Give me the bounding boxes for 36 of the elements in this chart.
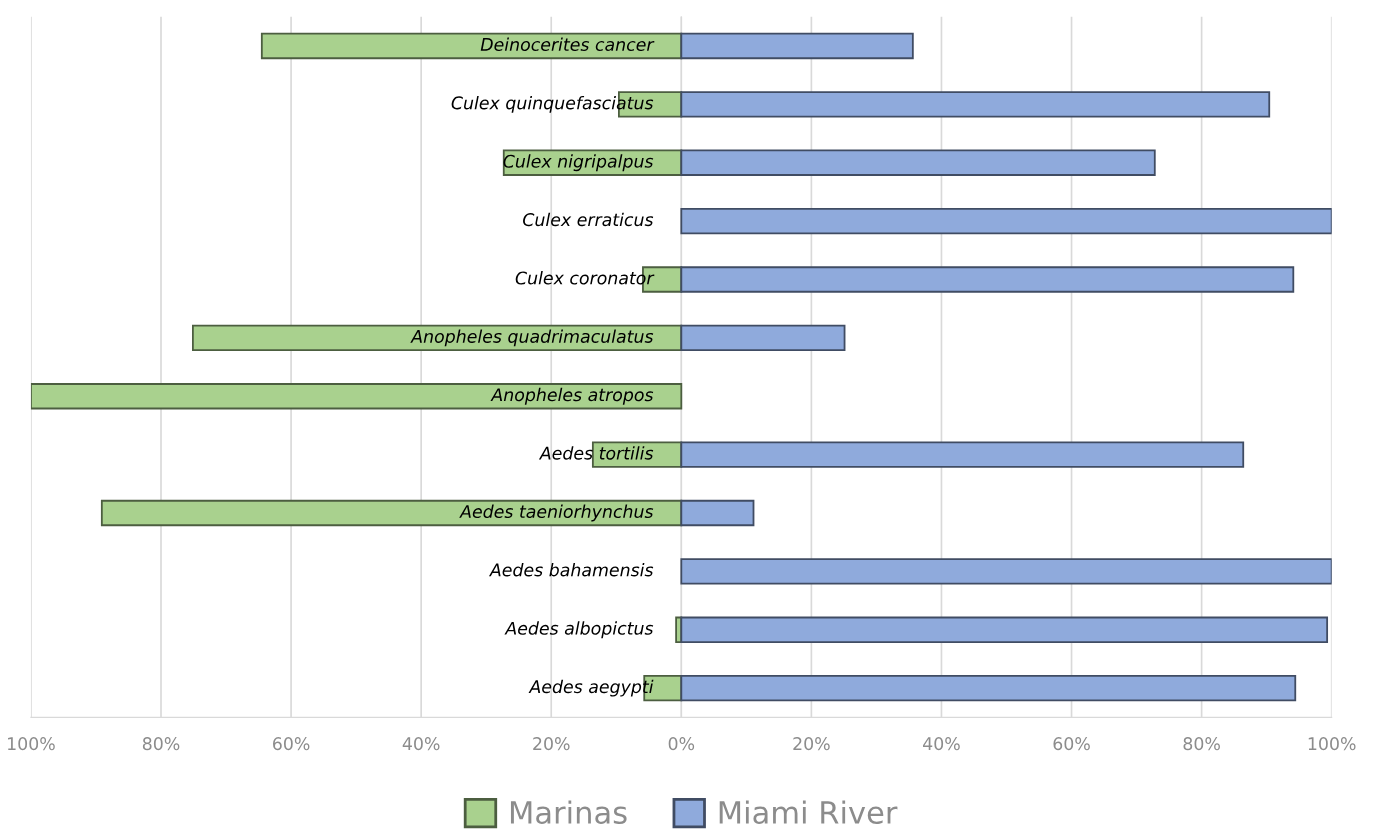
bar: [680, 674, 1297, 702]
x-tick-label: 100%: [8, 737, 55, 751]
x-tick-label: 20%: [533, 737, 570, 751]
x-tick-label: 80%: [142, 737, 180, 751]
y-tick-label: Anopheles atropos: [490, 387, 654, 405]
bar: [100, 499, 683, 527]
bar: [680, 266, 1295, 293]
legend-label: Miami River: [719, 800, 898, 825]
y-tick-label: Aedes taeniorhynchus: [459, 504, 654, 522]
x-tick-label: 60%: [273, 737, 310, 751]
x-tick-label: 60%: [1053, 737, 1090, 751]
bar: [680, 149, 1156, 176]
x-tick-label: 80%: [1183, 737, 1220, 751]
bar: [680, 207, 1332, 235]
y-tick-label: Aedes bahamensis: [488, 562, 654, 577]
bar: [680, 499, 755, 527]
bar: [591, 441, 683, 468]
bar: [30, 383, 683, 410]
bar: [260, 32, 683, 60]
x-tick-label: 0%: [668, 737, 695, 751]
x-tick-label: 20%: [793, 737, 830, 751]
bar: [680, 91, 1271, 118]
x-tick-label: 40%: [402, 737, 440, 751]
bar: [680, 441, 1245, 468]
x-tick-label: 40%: [923, 737, 960, 751]
x-tick-label: 100%: [1308, 737, 1356, 751]
bar: [191, 324, 683, 352]
y-tick-label: Culex erraticus: [523, 212, 654, 227]
bar: [680, 616, 1329, 643]
y-tick-label: Deinocerites cancer: [480, 37, 655, 52]
legend-label: Marinas: [510, 800, 627, 825]
bar: [680, 324, 846, 352]
bar: [680, 558, 1332, 585]
y-tick-label: Aedes albopictus: [504, 621, 654, 639]
y-tick-label: Anopheles quadrimaculatus: [410, 329, 654, 347]
bar: [680, 32, 914, 60]
